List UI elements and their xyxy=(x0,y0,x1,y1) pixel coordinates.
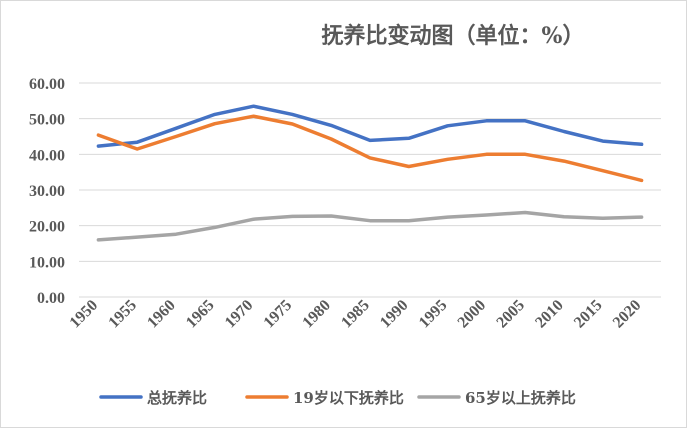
x-tick-label: 2010 xyxy=(532,297,567,332)
x-tick-label: 1990 xyxy=(377,297,412,332)
legend-label-2: 65岁以上抚养比 xyxy=(465,389,576,407)
x-tick-label: 2000 xyxy=(455,297,490,332)
legend: 总抚养比 19岁以下抚养比 65岁以上抚养比 xyxy=(99,389,576,407)
y-tick-label: 20.00 xyxy=(29,219,65,236)
y-tick-label: 60.00 xyxy=(29,76,65,93)
y-tick-label: 0.00 xyxy=(37,290,65,307)
x-tick-label: 2015 xyxy=(571,297,606,332)
series-line-2 xyxy=(96,210,644,242)
x-tick-label: 1995 xyxy=(416,297,451,332)
y-tick-label: 30.00 xyxy=(29,183,65,200)
x-axis-tick-labels: 1950 1955 1960 1965 1970 1975 1980 1985 1990 1995… xyxy=(67,297,645,332)
x-tick-label: 1970 xyxy=(222,297,257,332)
series-line-0 xyxy=(96,104,644,148)
x-tick-label: 1975 xyxy=(261,297,296,332)
x-tick-label: 1955 xyxy=(105,297,140,332)
x-tick-label: 2020 xyxy=(610,297,645,332)
y-axis-tick-labels: 0.00 10.00 20.00 30.00 40.00 50.00 60.00 xyxy=(29,76,65,307)
y-tick-label: 10.00 xyxy=(29,254,65,271)
series-line-1 xyxy=(96,114,644,183)
legend-label-0: 总抚养比 xyxy=(147,389,207,407)
x-tick-label: 1985 xyxy=(338,297,373,332)
x-tick-label: 1960 xyxy=(144,297,179,332)
x-tick-label: 1980 xyxy=(299,297,334,332)
series-lines xyxy=(96,104,644,242)
legend-label-1: 19岁以下抚养比 xyxy=(293,389,404,407)
x-tick-label: 2005 xyxy=(493,297,528,332)
x-tick-label: 1965 xyxy=(183,297,218,332)
y-tick-label: 40.00 xyxy=(29,147,65,164)
x-tick-label: 1950 xyxy=(67,297,102,332)
chart-title: 抚养比变动图（单位：%） xyxy=(322,23,585,49)
y-tick-label: 50.00 xyxy=(29,112,65,129)
gridlines xyxy=(79,82,661,298)
